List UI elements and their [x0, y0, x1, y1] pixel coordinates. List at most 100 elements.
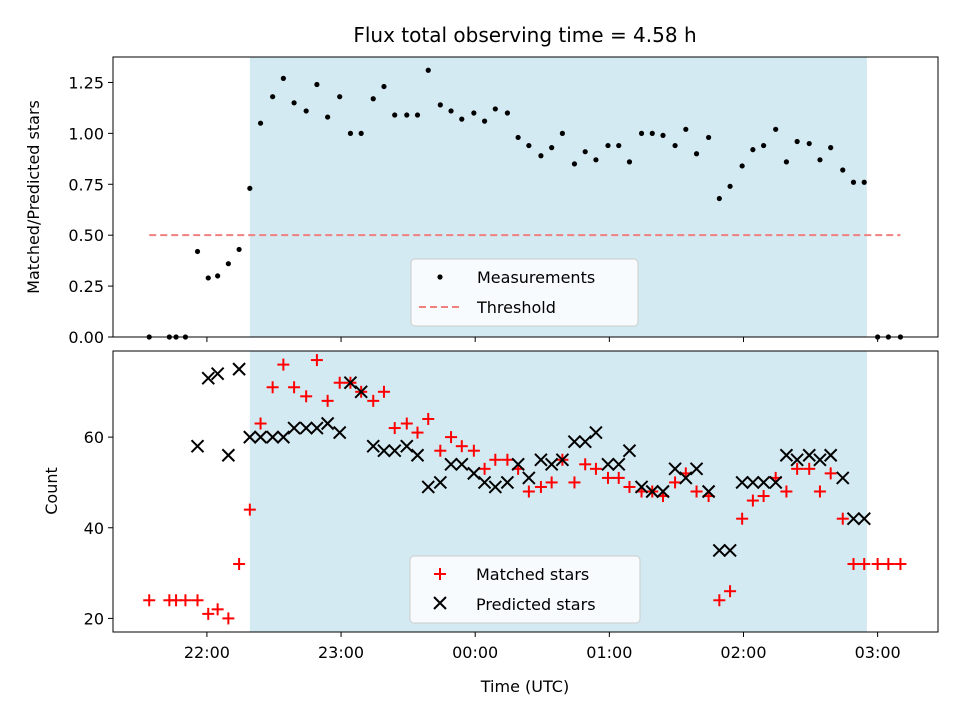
- measurement-point: [559, 130, 565, 136]
- predicted-star-point: [823, 448, 838, 462]
- predicted-star-d2: [287, 421, 301, 435]
- matched-star-point: [489, 453, 502, 466]
- predicted-star-d2: [488, 480, 503, 494]
- matched-star-point: [191, 594, 204, 607]
- measurement-point: [727, 183, 733, 189]
- matched-star-point: [724, 585, 737, 598]
- matched-star-point: [434, 444, 447, 457]
- predicted-star-point: [679, 471, 693, 485]
- top-legend-box: [410, 258, 639, 327]
- predicted-star-point: [668, 462, 682, 476]
- matched-star-point: [669, 476, 682, 489]
- predicted-star-d2: [455, 457, 469, 472]
- legend-matched-marker: [434, 568, 446, 580]
- predicted-star-point: [343, 376, 358, 390]
- measurement-point: [303, 108, 309, 114]
- predicted-star-point: [243, 430, 257, 444]
- predicted-star-d2: [701, 484, 716, 499]
- matched-star-point: [288, 381, 301, 394]
- predicted-star-d2: [190, 439, 205, 453]
- matched-star-point: [589, 462, 602, 475]
- predicted-star-d2: [201, 371, 215, 385]
- predicted-star-d2: [589, 425, 603, 440]
- bottom-plot-frame: [112, 350, 939, 633]
- measurement-point: [225, 261, 231, 267]
- bottom-x-tick-label: 02:00: [720, 643, 766, 662]
- measurement-point: [481, 118, 488, 124]
- measurement-point: [616, 142, 622, 149]
- top-plot-frame: [112, 56, 939, 338]
- measurement-point: [649, 130, 655, 136]
- matched-star-point: [522, 485, 535, 498]
- predicted-star-d2: [410, 448, 425, 462]
- predicted-star-d2: [813, 453, 827, 467]
- predicted-star-point: [612, 457, 626, 472]
- measurement-point: [215, 273, 221, 279]
- predicted-star-d2: [645, 484, 659, 499]
- predicted-star-point: [287, 421, 301, 435]
- bottom-legend-box: [409, 555, 641, 624]
- predicted-star-point: [656, 484, 670, 499]
- predicted-star-point: [589, 425, 603, 440]
- predicted-star-point: [857, 511, 871, 526]
- legend-measurements-label: Measurements: [477, 268, 595, 287]
- predicted-star-point: [354, 385, 368, 399]
- measurement-point: [660, 132, 666, 138]
- measurements-points: [146, 67, 904, 340]
- predicted-star-point: [276, 430, 291, 444]
- matched-star-point: [478, 462, 491, 475]
- measurement-point: [370, 96, 376, 102]
- predicted-star-point: [210, 366, 225, 381]
- measurement-point: [638, 130, 645, 136]
- bottom-x-tick-label: 00:00: [452, 643, 498, 662]
- predicted-star-point: [190, 439, 205, 453]
- measurement-point: [850, 179, 857, 185]
- legend-predicted-marker: [433, 596, 447, 610]
- measurement-point: [515, 134, 521, 141]
- measurement-point: [194, 248, 201, 255]
- measurement-point: [716, 195, 722, 202]
- top-x-ticks: [206, 337, 879, 342]
- bottom-y-tick-label: 20: [84, 609, 104, 628]
- measurement-point: [828, 145, 834, 151]
- predicted-star-d2: [253, 430, 268, 444]
- matched-star-point: [824, 467, 837, 480]
- predicted-star-d2: [723, 543, 737, 558]
- predicted-star-point: [768, 475, 783, 490]
- predicted-star-point: [544, 457, 559, 472]
- predicted-star-point: [488, 480, 503, 494]
- predicted-star-point: [790, 453, 804, 467]
- matched-star-point: [143, 594, 156, 607]
- matched-star-point: [310, 354, 323, 367]
- predicted-star-point: [500, 475, 515, 490]
- predicted-star-d2: [622, 444, 637, 458]
- bottom-x-tick-label: 01:00: [586, 643, 632, 662]
- bottom-x-tick-label: 03:00: [855, 643, 901, 662]
- matched-star-point: [243, 503, 256, 516]
- predicted-star-d2: [802, 448, 816, 462]
- measurement-point: [205, 275, 211, 281]
- predicted-star-point: [410, 448, 425, 462]
- matched-star-point: [690, 485, 703, 498]
- predicted-star-point: [201, 371, 215, 385]
- predicted-star-point: [310, 421, 324, 435]
- bottom-x-tick-label: 22:00: [184, 643, 230, 662]
- measurement-point: [459, 116, 465, 122]
- legend-measurements-marker: [437, 274, 443, 280]
- predicted-star-d2: [210, 366, 225, 381]
- predicted-star-d2: [421, 480, 435, 494]
- predicted-star-point: [701, 484, 716, 499]
- predicted-star-point: [265, 430, 280, 444]
- predicted-star-point: [221, 448, 236, 462]
- predicted-star-d2: [668, 462, 682, 476]
- predicted-star-point: [846, 511, 861, 526]
- predicted-star-point: [689, 462, 704, 476]
- bottom-y-tick-label: 40: [84, 519, 104, 538]
- measurement-point: [750, 147, 756, 153]
- bottom-x-tick-label: 23:00: [318, 643, 364, 662]
- predicted-star-point: [555, 453, 570, 467]
- matched-star-point: [467, 444, 480, 457]
- measurement-point: [739, 163, 745, 169]
- predicted-star-d2: [534, 453, 548, 467]
